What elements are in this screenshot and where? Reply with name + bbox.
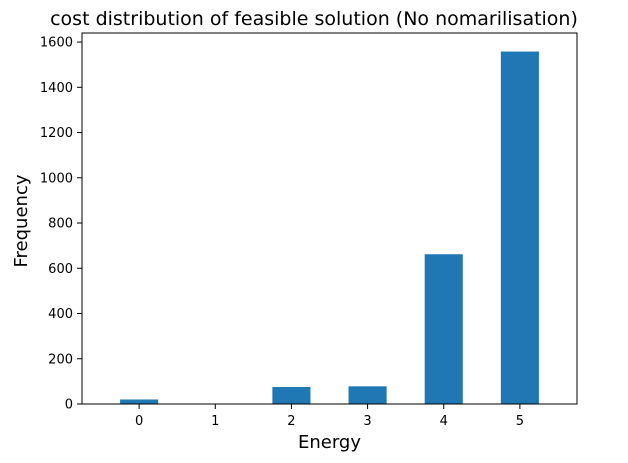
x-tick-label: 2 [287, 414, 295, 429]
x-tick-label: 4 [440, 414, 448, 429]
x-tick-label: 5 [516, 414, 524, 429]
bar-5 [500, 51, 539, 405]
x-tick-label: 1 [211, 414, 219, 429]
x-tick-label: 0 [135, 414, 143, 429]
y-tick-label: 1000 [40, 171, 73, 186]
x-tick-label: 3 [363, 414, 371, 429]
y-tick-label: 1600 [40, 36, 73, 51]
bar-4 [424, 254, 463, 404]
y-tick-label: 400 [48, 307, 73, 322]
plot-frame [81, 32, 578, 405]
y-tick-label: 0 [65, 398, 73, 413]
y-tick-label: 600 [48, 262, 73, 277]
x-axis-ticks: 0 1 2 3 4 5 [135, 404, 524, 429]
y-axis-label: Frequency [11, 174, 32, 267]
bar-3 [348, 386, 387, 404]
chart-title: cost distribution of feasible solution (… [50, 8, 578, 30]
y-axis-ticks: 0 200 400 600 800 1000 1200 1400 1600 [40, 36, 82, 413]
y-tick-label: 800 [48, 217, 73, 232]
y-tick-label: 1200 [40, 126, 73, 141]
bar-2 [272, 387, 311, 404]
bar-0 [120, 399, 159, 404]
bars-group [120, 51, 539, 405]
y-tick-label: 1400 [40, 81, 73, 96]
x-axis-label: Energy [298, 432, 361, 453]
y-tick-label: 200 [48, 352, 73, 367]
